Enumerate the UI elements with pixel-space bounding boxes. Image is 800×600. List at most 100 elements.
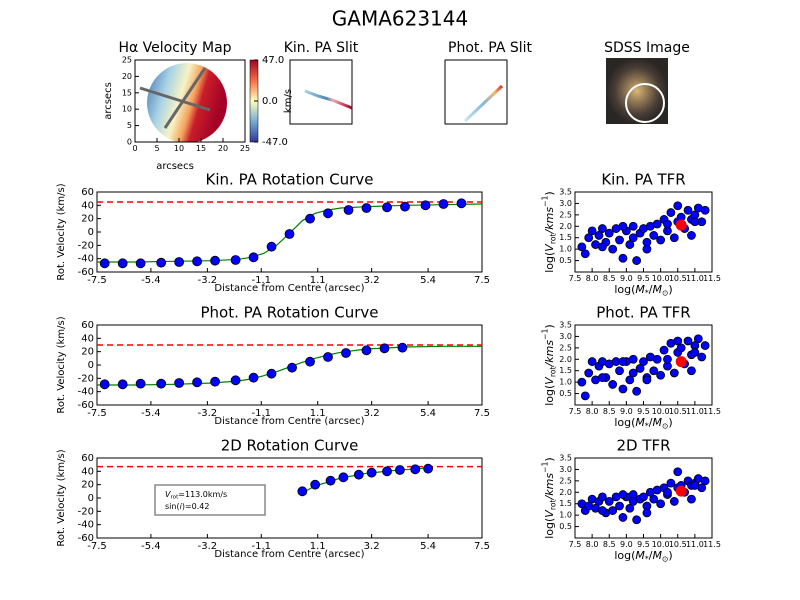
data-point	[343, 205, 354, 215]
y-tick-label: 2.5	[559, 210, 572, 219]
data-point	[310, 479, 321, 490]
x-tick-label: -7.5	[87, 408, 107, 419]
panel-title: SDSS Image	[604, 40, 690, 56]
data-point	[628, 368, 638, 378]
label-part: )	[543, 191, 556, 195]
data-point	[117, 379, 128, 390]
data-point	[690, 348, 700, 357]
data-point	[353, 469, 364, 480]
data-point	[639, 357, 648, 366]
data-point	[397, 342, 408, 353]
x-tick-label: 3.2	[364, 275, 380, 286]
panel-title: Phot. PA Slit	[448, 40, 533, 56]
data-point	[656, 370, 666, 380]
y-tick-label: 40	[81, 200, 94, 211]
data-point	[174, 378, 185, 388]
y-tick-label: 1.5	[559, 233, 572, 242]
x-tick-label: 9.0	[620, 274, 633, 283]
colorbar-label: km/s	[283, 89, 294, 113]
label: Vrot=113.0km/s	[165, 490, 227, 500]
x-tick-label: -1.1	[252, 541, 272, 552]
figure-title: GAMA623144	[332, 7, 468, 31]
data-point	[361, 203, 372, 213]
x-tick-label: 7.5	[474, 541, 490, 552]
y-tick-label: 2.5	[559, 476, 572, 485]
data-point	[625, 375, 635, 385]
data-point	[673, 467, 683, 477]
label-part: ⊙	[662, 554, 668, 563]
data-point	[628, 354, 638, 364]
x-tick-label: 9.5	[637, 274, 650, 283]
x-tick-label: 5.4	[420, 541, 436, 552]
data-point	[580, 249, 590, 259]
y-tick-label: 5	[127, 121, 132, 130]
data-point	[420, 200, 431, 211]
data-point	[594, 231, 604, 240]
x-tick-label: 9.5	[637, 540, 650, 549]
y-tick-label: 2.5	[559, 343, 572, 352]
x-tick-label: 10.5	[669, 274, 687, 283]
data-point	[632, 515, 642, 525]
data-point	[361, 345, 372, 356]
y-tick-label: 3.0	[559, 332, 572, 341]
y-tick-label: -20	[78, 373, 94, 384]
data-point	[608, 506, 618, 515]
x-tick-label: 20	[218, 144, 228, 153]
data-point	[687, 366, 696, 376]
label-part: /	[649, 549, 653, 562]
y-tick-label: 0	[127, 138, 132, 147]
label-part: rot	[548, 233, 557, 244]
data-point	[673, 336, 683, 346]
panel-title: Hα Velocity Map	[118, 40, 231, 56]
data-point	[632, 386, 642, 396]
x-axis-label: arcsecs	[156, 161, 194, 172]
data-point	[669, 497, 679, 506]
aperture	[625, 83, 665, 123]
data-point	[410, 464, 421, 475]
y-tick-label: 60	[81, 453, 94, 464]
data-point	[683, 336, 693, 346]
data-point	[174, 257, 185, 267]
y-tick-label: 1.0	[559, 245, 572, 254]
y-tick-label: 3.5	[559, 188, 572, 197]
y-tick-label: -60	[78, 267, 94, 278]
data-point	[192, 377, 203, 388]
data-point	[669, 233, 679, 243]
data-point	[642, 375, 652, 385]
data-point	[666, 208, 676, 217]
label-part: M	[635, 549, 645, 562]
data-point	[673, 201, 683, 211]
y-tick-label: 60	[81, 187, 94, 198]
label-part: log(	[614, 283, 635, 296]
x-tick-label: 3.2	[364, 541, 380, 552]
x-tick-label: 11.5	[703, 407, 721, 416]
data-point	[248, 372, 259, 383]
y-tick-label: 2.0	[559, 222, 572, 231]
x-tick-label: 8.5	[603, 407, 616, 416]
data-point	[625, 503, 635, 513]
x-tick-label: 1.1	[310, 275, 326, 286]
x-tick-label: 8.0	[586, 540, 599, 549]
slit-frame	[289, 59, 353, 125]
y-tick-label: -20	[78, 240, 94, 251]
x-tick-label: 8.5	[603, 540, 616, 549]
data-point	[700, 205, 710, 215]
annotation-box	[154, 484, 266, 516]
chart-title: 2D TFR	[616, 437, 670, 455]
data-point	[366, 467, 377, 478]
x-tick-label: -5.4	[141, 408, 161, 419]
x-tick-label: 0	[132, 144, 137, 153]
x-tick-label: 5	[154, 144, 159, 153]
slit-frame	[444, 59, 508, 125]
x-tick-label: 7.5	[474, 275, 490, 286]
data-point	[394, 465, 405, 475]
data-point	[323, 352, 333, 362]
y-tick-label: 3.5	[559, 454, 572, 463]
data-point	[628, 233, 638, 243]
data-point	[598, 224, 607, 233]
x-tick-label: -5.4	[141, 275, 161, 286]
label-part: )	[543, 457, 556, 461]
x-axis-label: Distance from Centre (arcsec)	[214, 549, 364, 560]
data-point	[382, 202, 392, 213]
label-part: M	[652, 549, 662, 562]
